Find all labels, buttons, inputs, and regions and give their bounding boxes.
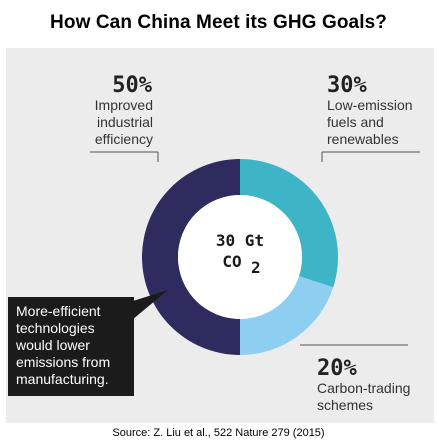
center-label-subscript: 2 (251, 258, 261, 277)
slice-label-50-line3: efficiency (95, 131, 153, 147)
slice-label-30-line3: renewables (327, 131, 399, 147)
donut-slice-50 (142, 159, 240, 355)
slice-label-50-line1: Improved (95, 97, 153, 113)
slice-label-30-line1: Low-emission (327, 97, 413, 113)
slice-label-20-line1: Carbon-trading (317, 380, 410, 396)
center-label-amount: 30 Gt (216, 231, 264, 250)
slice-percent-30: 30% (327, 73, 367, 98)
donut-slice-30 (240, 159, 338, 288)
callout-line4: emissions from (16, 354, 110, 370)
callout-line3: would lower (15, 337, 90, 353)
donut-slice-20 (240, 276, 334, 355)
center-label-unit: CO (222, 252, 241, 271)
slice-label-20-line2: schemes (317, 397, 373, 413)
slice-percent-20: 20% (317, 356, 357, 381)
donut-hole (178, 195, 302, 319)
donut-slices (142, 159, 338, 355)
callout-box (8, 297, 134, 396)
chart-title: How Can China Meet its GHG Goals? (50, 12, 387, 33)
callout-line1: More-efficient (16, 303, 101, 319)
slice-label-50-line2: industrial (97, 114, 153, 130)
slice-label-30-line2: fuels and (327, 114, 384, 130)
callout-line2: technologies (16, 320, 95, 336)
callout-line5: manufacturing. (16, 371, 109, 387)
slice-percent-50: 50% (112, 73, 152, 98)
source-citation: Source: Z. Liu et al., 522 Nature 279 (2… (112, 427, 325, 439)
